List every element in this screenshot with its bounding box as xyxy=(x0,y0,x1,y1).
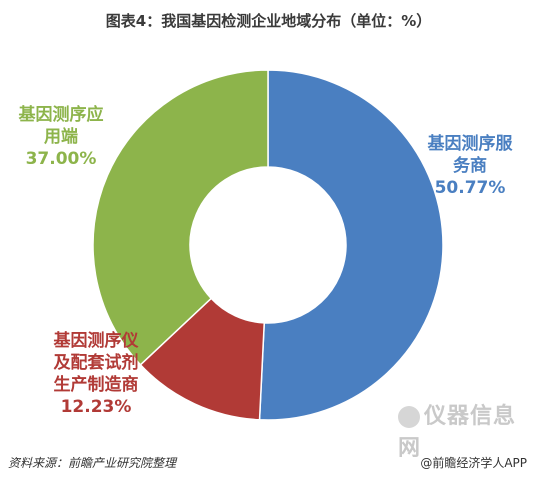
slice-name-service-line1: 基因测序服 xyxy=(427,134,513,154)
slice-label-service: 基因测序服 务商 50.77% xyxy=(410,133,530,199)
chart-title: 图表4：我国基因检测企业地域分布（单位：%） xyxy=(105,12,432,30)
slice-label-application: 基因测序应 用端 37.00% xyxy=(2,104,120,170)
donut-slices xyxy=(92,69,444,421)
slice-label-instruments: 基因测序仪 及配套试剂 生产制造商 12.23% xyxy=(36,330,156,418)
watermark-text: 仪器信息网 xyxy=(398,404,517,461)
watermark-logo-icon xyxy=(398,406,420,428)
slice-value-instruments: 12.23% xyxy=(60,397,132,417)
app-credit: @前瞻经济学人APP xyxy=(420,456,527,470)
slice-name-service-line2: 务商 xyxy=(453,156,487,176)
source-note: 资料来源：前瞻产业研究院整理 xyxy=(8,456,177,470)
slice-name-instruments-line3: 生产制造商 xyxy=(53,375,139,395)
slice-name-instruments-line2: 及配套试剂 xyxy=(53,353,139,373)
watermark-brand: 仪器信息网 xyxy=(398,398,537,462)
donut-slice-2 xyxy=(92,69,269,366)
slice-name-application-line2: 用端 xyxy=(44,127,78,147)
slice-value-application: 37.00% xyxy=(25,149,97,169)
donut-slice-0 xyxy=(258,69,444,421)
slice-name-instruments-line1: 基因测序仪 xyxy=(53,331,139,351)
slice-value-service: 50.77% xyxy=(434,178,506,198)
slice-name-application-line1: 基因测序应 xyxy=(18,105,104,125)
